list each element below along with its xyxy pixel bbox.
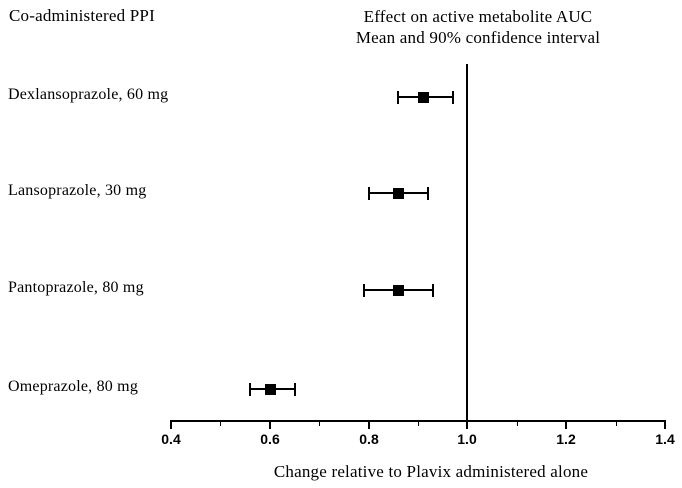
x-axis-tick-label: 1.4: [655, 431, 675, 447]
ci-cap-left: [363, 284, 365, 297]
x-axis-tick-label: 1.2: [556, 431, 576, 447]
x-axis-tick-label: 0.4: [161, 431, 181, 447]
x-axis-tick: [664, 422, 666, 429]
x-axis-minor-tick: [616, 422, 617, 426]
ci-cap-right: [427, 187, 429, 200]
x-axis-tick-label: 0.6: [260, 431, 280, 447]
x-axis-line: [170, 420, 666, 422]
x-axis-tick-label: 0.8: [359, 431, 379, 447]
point-marker: [393, 285, 404, 296]
chart-title: Effect on active metabolite AUC: [363, 7, 593, 26]
x-axis-minor-tick: [220, 422, 221, 426]
ci-cap-left: [397, 91, 399, 104]
ci-cap-right: [432, 284, 434, 297]
x-axis-minor-tick: [319, 422, 320, 426]
row-label: Dexlansoprazole, 60 mg: [8, 86, 169, 103]
chart-title-block: Effect on active metabolite AUC Mean and…: [308, 6, 648, 48]
left-column-header: Co-administered PPI: [9, 6, 155, 25]
x-axis-tick: [466, 422, 468, 429]
point-marker: [265, 384, 276, 395]
x-axis-tick: [269, 422, 271, 429]
row-label: Omeprazole, 80 mg: [8, 378, 139, 395]
ci-cap-right: [294, 383, 296, 396]
row-label: Pantoprazole, 80 mg: [8, 279, 144, 296]
chart-subtitle: Mean and 90% confidence interval: [355, 28, 601, 47]
row-label: Lansoprazole, 30 mg: [8, 182, 147, 199]
x-axis-tick: [368, 422, 370, 429]
point-marker: [418, 92, 429, 103]
ci-cap-right: [452, 91, 454, 104]
x-axis-minor-tick: [418, 422, 419, 426]
x-axis-tick: [170, 422, 172, 429]
x-axis-tick-label: 1.0: [457, 431, 477, 447]
x-axis-tick: [565, 422, 567, 429]
ci-cap-left: [249, 383, 251, 396]
ci-cap-left: [368, 187, 370, 200]
reference-line: [466, 64, 468, 421]
point-marker: [393, 188, 404, 199]
x-axis-label: Change relative to Plavix administered a…: [273, 462, 589, 481]
x-axis-minor-tick: [517, 422, 518, 426]
